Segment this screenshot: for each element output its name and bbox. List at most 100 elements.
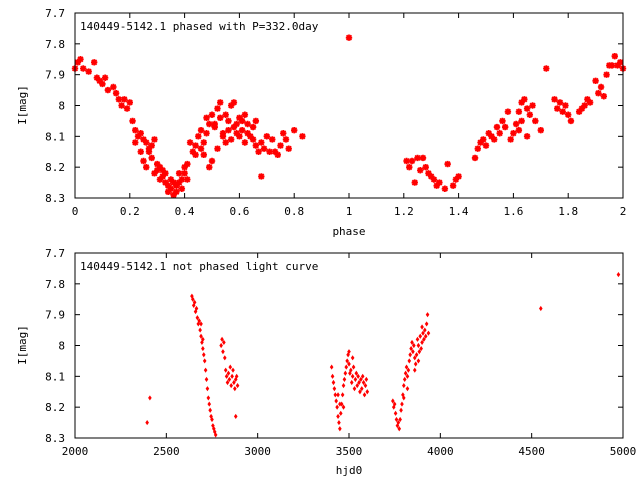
phased-data-point	[518, 99, 525, 106]
unphased-data-point	[222, 339, 226, 346]
phased-data-point	[74, 59, 81, 66]
phased-data-point	[452, 176, 460, 183]
unphased-data-point	[336, 392, 340, 398]
unphased-data-point	[410, 339, 414, 346]
phased-y-tick-label: 8.2	[45, 161, 65, 174]
phased-data-point	[523, 105, 531, 112]
unphased-y-axis-ticks: 7.7 7.8 7.9 8 8.1 8.2 8.3	[45, 247, 623, 445]
unphased-data-point	[202, 358, 207, 364]
unphased-data-point	[191, 296, 195, 302]
phased-data-point	[567, 117, 575, 125]
phased-data-point	[263, 133, 270, 140]
unphased-data-point	[193, 308, 198, 315]
phased-data-point	[137, 148, 144, 155]
phased-x-tick-label: 1.8	[558, 205, 578, 218]
unphased-data-point	[331, 379, 336, 386]
unphased-light-curve-panel: 2000 2500 3000 3500 4000 4500 5000 7.7 7.8 7.9 8 8…	[16, 247, 636, 477]
phased-data-point	[189, 148, 197, 155]
phased-y-tick-label: 8.3	[45, 192, 65, 205]
phased-data-point	[140, 157, 147, 165]
phased-data-point	[214, 105, 221, 112]
phased-data-point	[156, 176, 164, 183]
phased-data-point	[597, 83, 605, 91]
unphased-data-point	[213, 432, 218, 438]
unphased-data-point	[418, 333, 423, 339]
unphased-data-point	[233, 413, 238, 420]
unphased-data-point	[226, 370, 231, 376]
phased-data-point	[249, 136, 257, 143]
phased-y-tick-label: 8.1	[45, 130, 65, 143]
unphased-data-point	[197, 318, 202, 324]
phased-data-point	[214, 145, 221, 152]
unphased-data-point	[424, 321, 429, 327]
phased-data-point	[551, 96, 558, 103]
phased-data-point	[512, 120, 520, 128]
phased-data-point	[526, 111, 534, 118]
unphased-data-point	[234, 373, 239, 379]
phased-data-point	[159, 167, 166, 174]
unphased-data-point	[412, 367, 417, 373]
phased-data-point	[252, 142, 260, 149]
phased-data-point	[433, 182, 440, 189]
unphased-data-point	[224, 373, 229, 379]
phased-data-point	[414, 154, 421, 162]
phased-data-point	[99, 80, 106, 88]
unphased-y-tick-label: 8.3	[45, 432, 65, 445]
unphased-data-point	[227, 376, 232, 383]
phased-data-point	[345, 34, 353, 41]
phased-data-point	[178, 185, 186, 192]
unphased-data-point	[233, 386, 237, 392]
phased-data-point	[247, 133, 254, 140]
phased-data-point	[148, 142, 155, 149]
phased-data-point	[186, 139, 194, 146]
phased-data-point	[181, 163, 188, 171]
phased-data-point	[556, 99, 564, 106]
unphased-data-point	[228, 364, 233, 370]
unphased-data-point	[402, 382, 406, 389]
phased-y-tick-label: 7.8	[45, 38, 65, 51]
phased-x-tick-label: 0.6	[229, 205, 249, 218]
phased-data-point	[85, 68, 92, 75]
unphased-data-point	[420, 324, 424, 330]
phased-data-point	[236, 133, 243, 140]
unphased-data-point	[392, 401, 397, 407]
phased-y-axis-label: I[mag]	[16, 85, 29, 125]
unphased-data-point	[403, 370, 408, 376]
phased-data-point	[258, 173, 265, 180]
phased-data-point	[151, 170, 158, 177]
unphased-y-tick-label: 7.7	[45, 247, 65, 260]
phased-data-point	[192, 142, 199, 149]
phased-data-point	[225, 117, 232, 125]
phased-data-point	[167, 176, 175, 183]
unphased-x-axis-ticks: 2000 2500 3000 3500 4000 4500 5000	[62, 253, 636, 458]
unphased-x-tick-label: 4000	[427, 445, 454, 458]
phased-data-point	[203, 114, 210, 122]
phased-data-point	[217, 114, 224, 122]
phased-data-point	[184, 160, 191, 168]
phased-data-point	[419, 154, 427, 162]
phased-data-point	[181, 170, 188, 177]
unphased-data-point	[204, 376, 209, 383]
phased-data-point	[499, 117, 506, 125]
phased-data-point	[104, 86, 112, 94]
unphased-data-point	[145, 419, 149, 426]
phased-data-point	[584, 96, 591, 103]
unphased-data-point	[340, 392, 345, 398]
phased-data-point	[274, 151, 281, 159]
unphased-y-tick-label: 8.2	[45, 401, 65, 414]
unphased-data-point	[394, 416, 399, 423]
phased-data-point	[485, 130, 492, 137]
unphased-data-point	[198, 327, 202, 333]
unphased-data-point	[399, 407, 403, 413]
unphased-data-point	[426, 330, 431, 336]
phased-data-point	[148, 154, 155, 162]
phased-data-point	[77, 56, 84, 63]
phased-x-tick-label: 0.2	[120, 205, 140, 218]
phased-data-point	[238, 117, 246, 125]
unphased-data-point	[223, 367, 228, 373]
phased-data-point	[236, 114, 243, 122]
phased-data-point	[496, 130, 503, 137]
phased-data-point	[132, 139, 139, 146]
phased-data-point	[101, 74, 109, 81]
